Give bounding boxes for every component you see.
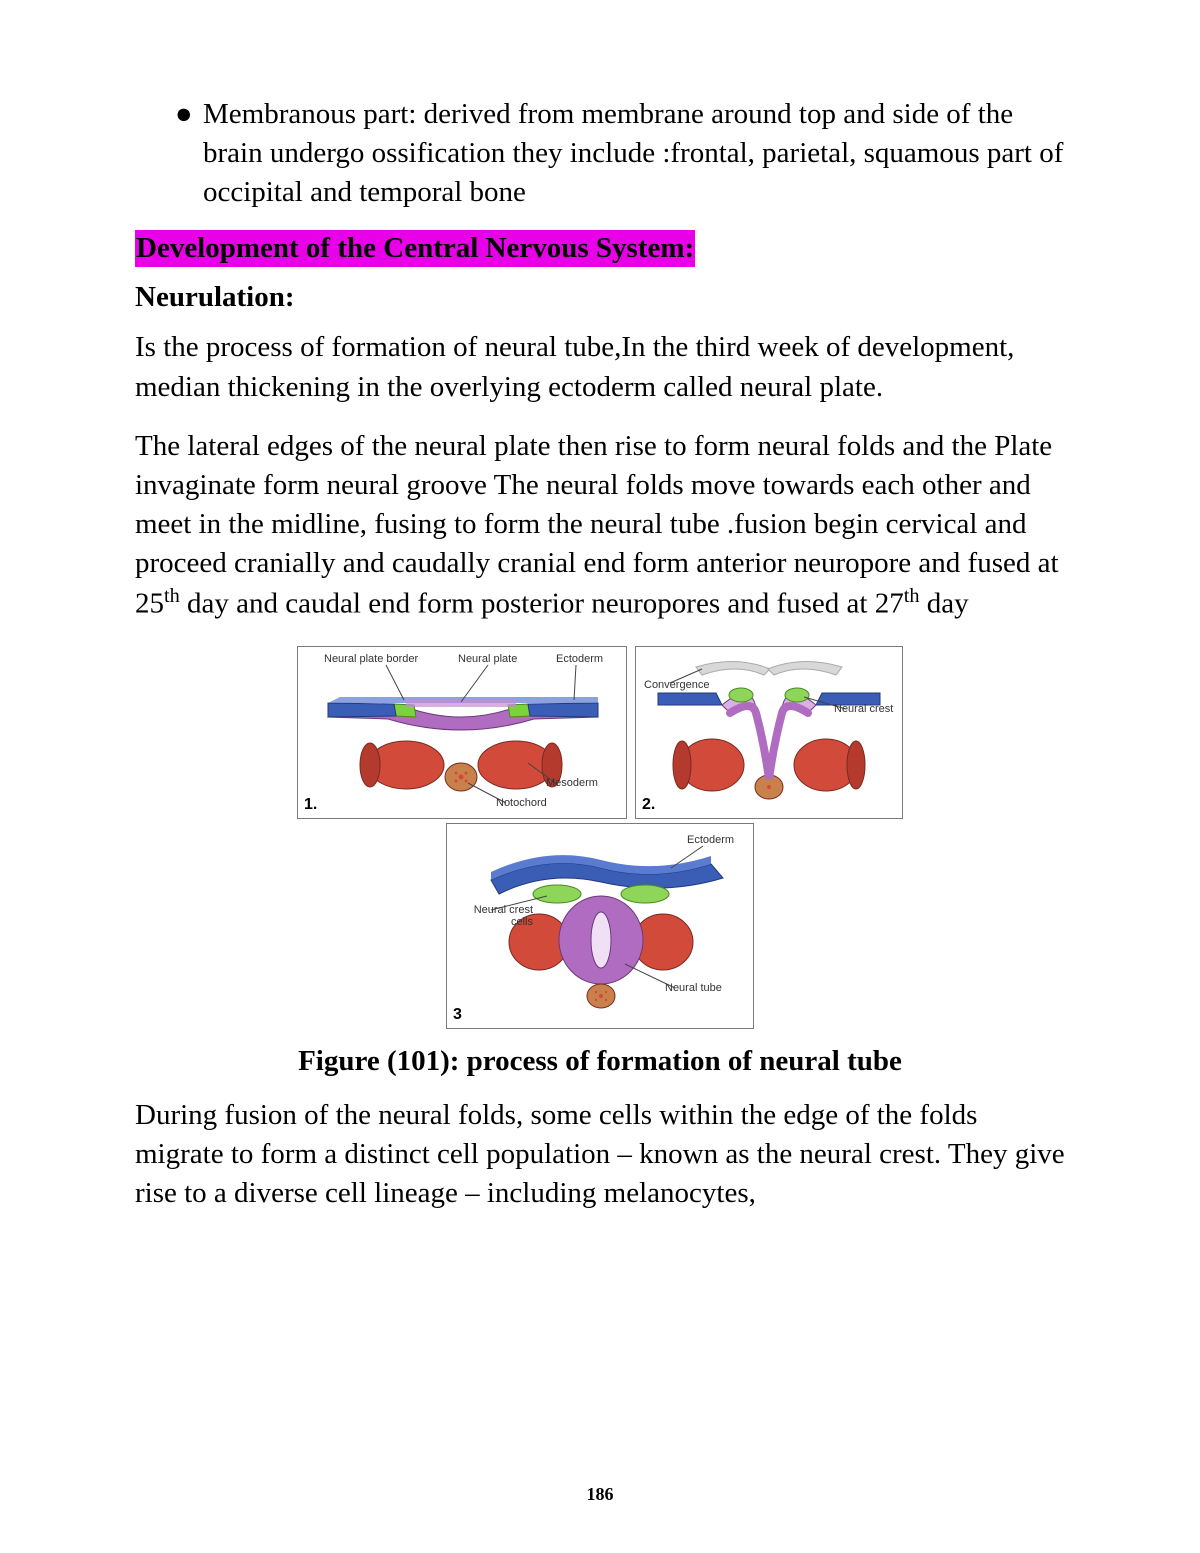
label-neural-crest: Neural crest — [834, 703, 893, 715]
label-neural-plate-border: Neural plate border — [324, 653, 418, 665]
figure-caption: Figure (101): process of formation of ne… — [135, 1045, 1065, 1078]
figure-101: Neural plate border Neural plate Ectoder… — [135, 644, 1065, 1031]
heading-sub: Neurulation: — [135, 281, 1065, 314]
label-convergence: Convergence — [644, 679, 709, 691]
figure-panel-1-svg — [298, 647, 626, 818]
figure-panel-1: Neural plate border Neural plate Ectoder… — [297, 646, 627, 819]
figure-panels: Neural plate border Neural plate Ectoder… — [295, 644, 905, 1031]
label-mesoderm: Mesoderm — [546, 777, 598, 789]
page-number: 186 — [0, 1484, 1200, 1505]
para2-c: day — [920, 588, 969, 620]
panel-1-number: 1. — [304, 796, 317, 814]
label-ectoderm-1: Ectoderm — [556, 653, 603, 665]
para2-b: day and caudal end form posterior neurop… — [180, 588, 904, 620]
sup-th-1: th — [164, 585, 180, 607]
paragraph-2: The lateral edges of the neural plate th… — [135, 427, 1065, 624]
panel-3-number: 3 — [453, 1006, 462, 1024]
label-notochord: Notochord — [496, 797, 547, 809]
paragraph-3: During fusion of the neural folds, some … — [135, 1096, 1065, 1213]
label-neural-crest-cells: Neural crest cells — [453, 904, 533, 928]
bullet-marker: ● — [175, 95, 203, 212]
panel-2-number: 2. — [642, 796, 655, 814]
page-container: ● Membranous part: derived from membrane… — [0, 0, 1200, 1553]
figure-panel-3: Ectoderm Neural crest cells Neural tube … — [446, 823, 754, 1029]
label-neural-plate: Neural plate — [458, 653, 517, 665]
label-ectoderm-3: Ectoderm — [687, 834, 734, 846]
bullet-item: ● Membranous part: derived from membrane… — [175, 95, 1065, 212]
heading-highlight: Development of the Central Nervous Syste… — [135, 230, 695, 267]
figure-panel-2-svg — [636, 647, 902, 818]
figure-panel-2: Convergence Neural crest 2. — [635, 646, 903, 819]
paragraph-1: Is the process of formation of neural tu… — [135, 328, 1065, 406]
sup-th-2: th — [904, 585, 920, 607]
label-neural-tube: Neural tube — [665, 982, 722, 994]
heading-highlight-row: Development of the Central Nervous Syste… — [135, 230, 1065, 281]
bullet-text: Membranous part: derived from membrane a… — [203, 95, 1065, 212]
